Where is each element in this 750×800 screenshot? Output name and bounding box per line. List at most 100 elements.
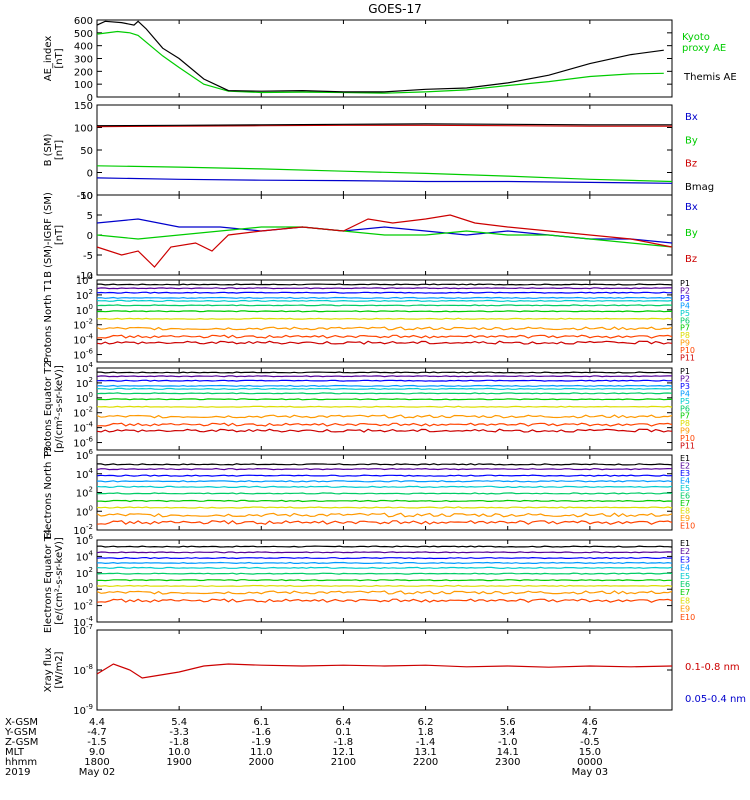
channel-line-e2: [96, 551, 673, 554]
footer-cell: 2200: [413, 757, 438, 768]
footer-cell: 6.4: [335, 717, 351, 728]
footer-cell: May 03: [572, 767, 609, 778]
legend-e1: E1: [680, 454, 690, 463]
series-line-by: [96, 165, 673, 183]
legend-by: By: [685, 228, 698, 239]
legend-e9: E9: [680, 514, 690, 523]
y-tick-label: 104: [76, 361, 94, 375]
y-tick-label: 10-2: [73, 599, 93, 613]
channel-line-p1: [97, 371, 673, 374]
panel-frame-e1: [96, 454, 673, 531]
y-tick-label: 102: [76, 486, 93, 500]
footer-row-label: Y-GSM: [4, 727, 37, 738]
panel-frame-ae: [96, 19, 673, 98]
channel-line-e9: [96, 512, 673, 518]
y-tick-label: 10-4: [73, 421, 93, 435]
footer-cell: 1800: [84, 757, 109, 768]
legend-by: By: [685, 135, 698, 146]
y-tick-label: 10-2: [73, 406, 93, 420]
footer-cell: 5.4: [171, 717, 187, 728]
legend-e4: E4: [680, 564, 690, 573]
legend-p6: P6: [680, 404, 690, 413]
y-tick-label: -5: [83, 251, 93, 262]
legend-p10: P10: [680, 346, 695, 355]
footer-cell: May 02: [79, 767, 116, 778]
legend-bz: Bz: [685, 254, 697, 265]
channel-line-p9: [96, 326, 673, 331]
series-line-by: [96, 226, 673, 248]
y-tick-label: 400: [74, 42, 93, 53]
channel-line-e8: [96, 506, 673, 509]
footer-cell: 6.2: [418, 717, 434, 728]
series-line-0-1-0-8-nm: [96, 663, 673, 679]
channel-line-p5: [96, 299, 673, 302]
y-tick-label: 102: [76, 566, 93, 580]
y-tick-label: 102: [76, 288, 93, 302]
y-tick-label: 10-6: [73, 348, 93, 362]
y-tick-label: 102: [76, 376, 93, 390]
legend-e5: E5: [680, 484, 690, 493]
panel-frame-p1: [96, 279, 673, 363]
y-axis-label: B (SM)-IGRF (SM)[nT]: [43, 192, 65, 278]
panel-frame-e2: [96, 539, 673, 623]
y-tick-label: 106: [76, 533, 94, 547]
footer-cell: 6.1: [253, 717, 269, 728]
footer-cell: -1.8: [169, 737, 189, 748]
footer-cell: 12.1: [332, 747, 354, 758]
footer-cell: 14.1: [497, 747, 519, 758]
panel-frame-xray: [96, 629, 673, 711]
legend-p1: P1: [680, 279, 690, 288]
footer-cell: 5.6: [500, 717, 516, 728]
y-tick-label: 104: [76, 549, 94, 563]
legend-e2: E2: [680, 547, 690, 556]
footer-row-label: MLT: [5, 747, 25, 758]
y-tick-label: 100: [76, 504, 93, 518]
channel-line-p1: [97, 283, 673, 286]
y-tick-label: 50: [80, 146, 93, 157]
channel-line-e7: [96, 579, 672, 582]
channel-line-p7: [96, 310, 672, 313]
y-tick-label: 104: [76, 467, 94, 481]
series-line-bz: [96, 124, 672, 128]
legend-e3: E3: [680, 469, 690, 478]
y-axis-label: AE_index[nT]: [43, 36, 65, 82]
channel-line-e3: [96, 556, 673, 560]
legend-e7: E7: [680, 588, 690, 597]
y-tick-label: 0: [87, 169, 93, 180]
channel-line-p11: [96, 428, 673, 433]
legend-0-05-0-4-nm: 0.05-0.4 nm: [685, 694, 746, 705]
footer-cell: 13.1: [414, 747, 436, 758]
channel-line-e6: [96, 492, 673, 495]
legend-e7: E7: [680, 499, 690, 508]
channel-line-e5: [96, 566, 673, 570]
series-line-bx: [96, 177, 673, 184]
footer-cell: -1.0: [498, 737, 518, 748]
y-tick-label: -10: [77, 271, 93, 282]
series-line-themis-ae: [96, 20, 664, 93]
channel-line-p9: [96, 414, 673, 419]
legend-kyoto-proxy-ae: Kyoto proxy AE: [682, 32, 726, 54]
y-axis-label: Electrons North T3: [43, 446, 54, 539]
channel-line-p6: [96, 304, 673, 307]
legend-themis-ae: Themis AE: [683, 72, 737, 83]
footer-cell: 4.7: [582, 727, 598, 738]
legend-bx: Bx: [685, 112, 698, 123]
y-tick-label: 100: [74, 80, 93, 91]
y-axis-label: B (SM)[nT]: [43, 133, 65, 166]
channel-line-p3: [96, 379, 673, 382]
series-line-kyoto-proxy-ae: [96, 30, 664, 94]
y-tick-label: 10-8: [73, 663, 93, 677]
legend-p11: P11: [680, 354, 695, 363]
channel-line-e6: [96, 572, 673, 575]
channel-line-p4: [96, 296, 673, 299]
channel-line-e9: [96, 590, 673, 595]
plot-title: GOES-17: [368, 2, 422, 16]
y-axis-label: Protons Equator T2[p/(cm²-s-sr-keV)]: [43, 361, 65, 457]
footer-cell: 9.0: [89, 747, 105, 758]
legend-p1: P1: [680, 367, 690, 376]
series-line-bz: [96, 214, 673, 268]
footer-cell: 2100: [331, 757, 356, 768]
y-tick-label: 10-2: [73, 318, 93, 332]
legend-p4: P4: [680, 389, 690, 398]
legend-p4: P4: [680, 301, 690, 310]
